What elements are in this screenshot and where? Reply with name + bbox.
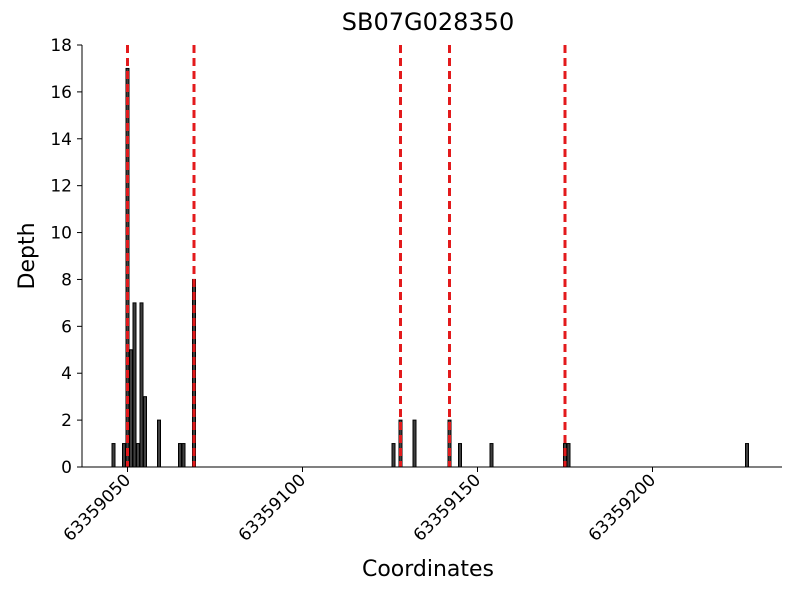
x-tick-label: 63359100 (235, 470, 310, 545)
bar (111, 443, 116, 468)
bar (157, 419, 161, 468)
bar (178, 443, 182, 468)
y-tick-label: 4 (61, 364, 72, 384)
y-tick-label: 0 (61, 458, 72, 478)
y-tick-label: 10 (50, 224, 72, 244)
bar (136, 443, 140, 468)
bar (143, 396, 147, 468)
y-tick-label: 16 (50, 83, 72, 103)
chart-title: SB07G028350 (342, 8, 514, 36)
x-tick-label: 63359150 (410, 470, 485, 545)
y-tick-label: 8 (61, 270, 72, 290)
bar (139, 302, 144, 468)
x-tick-label: 63359200 (585, 470, 660, 545)
bar (122, 443, 126, 468)
y-tick-label: 2 (61, 411, 72, 431)
bar (129, 349, 133, 468)
bar (745, 443, 749, 468)
bar (412, 419, 417, 468)
y-tick-label: 12 (50, 177, 72, 197)
x-tick-label: 63359050 (60, 470, 135, 545)
bar (391, 443, 396, 468)
y-tick-label: 6 (61, 317, 72, 337)
bar (566, 443, 571, 468)
bar (181, 443, 186, 468)
bar (458, 443, 462, 468)
bar (132, 302, 137, 468)
y-axis-label: Depth (15, 222, 40, 289)
x-axis-label: Coordinates (362, 557, 494, 582)
y-tick-label: 14 (50, 130, 72, 150)
y-tick-label: 18 (50, 36, 72, 56)
bar (489, 443, 494, 468)
